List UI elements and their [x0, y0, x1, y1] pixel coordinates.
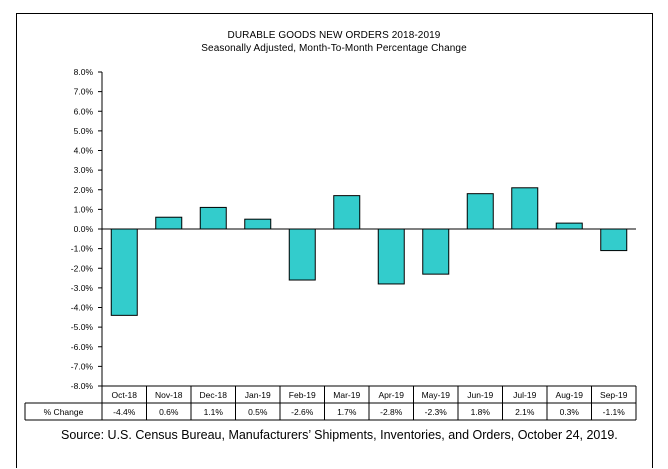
table-value-cell: -4.4% — [113, 407, 136, 417]
table-row-label: % Change — [44, 407, 84, 417]
x-tick-label: Sep-19 — [600, 390, 628, 400]
bar-nov-18 — [155, 216, 183, 230]
chart-frame — [16, 13, 653, 468]
source-note: Source: U.S. Census Bureau, Manufacturer… — [61, 428, 618, 442]
table-value-cell: 1.7% — [337, 407, 357, 417]
x-tick-label: Oct-18 — [111, 390, 137, 400]
bar-jan-19 — [244, 218, 272, 230]
data-table: % Change Oct-18 -4.4% Nov-18 0.6% Dec-18 1.1% J… — [24, 385, 637, 421]
y-tick-label: -6.0% — [71, 342, 94, 352]
y-tick-label: -3.0% — [71, 283, 94, 293]
bar-feb-19 — [288, 228, 316, 281]
bar-may-19 — [422, 228, 450, 275]
x-tick-label: Feb-19 — [289, 390, 316, 400]
y-tick-label: 7.0% — [74, 87, 94, 97]
y-tick-label: 5.0% — [74, 126, 94, 136]
x-tick-label: Jun-19 — [467, 390, 493, 400]
table-value-cell: 1.1% — [204, 407, 224, 417]
bar-aug-19 — [555, 222, 583, 230]
y-tick-label: 4.0% — [74, 146, 94, 156]
table-value-cell: 0.3% — [560, 407, 580, 417]
x-tick-label: Apr-19 — [378, 390, 404, 400]
y-tick-label: 3.0% — [74, 165, 94, 175]
table-value-cell: -2.8% — [380, 407, 403, 417]
table-value-cell: -2.6% — [291, 407, 314, 417]
bar-jul-19 — [511, 187, 539, 230]
y-tick-label: -8.0% — [71, 381, 94, 391]
x-tick-label: Jan-19 — [245, 390, 271, 400]
bars — [110, 187, 628, 316]
table-value-cell: -1.1% — [603, 407, 626, 417]
x-tick-label: Dec-18 — [200, 390, 228, 400]
y-tick-label: -5.0% — [71, 322, 94, 332]
table-value-cell: 0.5% — [248, 407, 268, 417]
x-tick-label: Mar-19 — [333, 390, 360, 400]
table-value-cell: 2.1% — [515, 407, 535, 417]
bar-sep-19 — [600, 228, 628, 252]
y-tick-label: 6.0% — [74, 106, 94, 116]
table-value-cell: 1.8% — [471, 407, 491, 417]
table-value-cell: 0.6% — [159, 407, 179, 417]
bar-apr-19 — [377, 228, 405, 285]
bar-jun-19 — [466, 193, 494, 230]
x-tick-label: Nov-18 — [155, 390, 183, 400]
x-tick-label: Aug-19 — [556, 390, 584, 400]
y-tick-label: 1.0% — [74, 204, 94, 214]
y-tick-label: -2.0% — [71, 263, 94, 273]
y-tick-label: 8.0% — [74, 67, 94, 77]
table-value-cell: -2.3% — [425, 407, 448, 417]
chart-title: DURABLE GOODS NEW ORDERS 2018-2019 — [227, 30, 441, 41]
x-tick-label: Jul-19 — [513, 390, 536, 400]
y-tick-label: -7.0% — [71, 361, 94, 371]
axes — [101, 72, 636, 386]
y-tick-label: -4.0% — [71, 303, 94, 313]
y-tick-label: 2.0% — [74, 185, 94, 195]
x-tick-label: May-19 — [422, 390, 451, 400]
bar-mar-19 — [333, 195, 361, 230]
y-tick-label: 0.0% — [74, 224, 94, 234]
y-axis-ticks: 8.0% 7.0% 6.0% 5.0% 4.0% 3.0% 2.0% 1.0% 0.0% -1.0… — [71, 67, 102, 391]
bar-oct-18 — [110, 228, 138, 316]
bar-dec-18 — [199, 206, 227, 230]
y-tick-label: -1.0% — [71, 244, 94, 254]
chart-subtitle: Seasonally Adjusted, Month-To-Month Perc… — [201, 43, 467, 54]
